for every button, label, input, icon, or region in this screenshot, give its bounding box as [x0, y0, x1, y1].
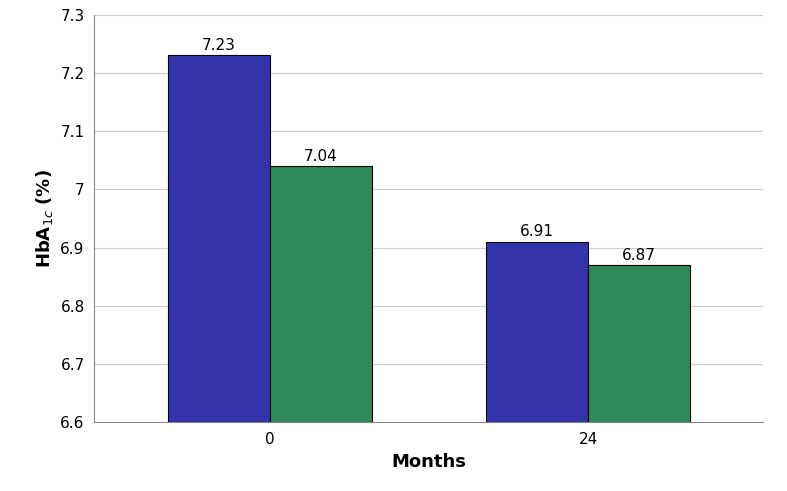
Bar — [486, 242, 588, 422]
Text: 7.23: 7.23 — [201, 38, 235, 53]
Bar — [168, 55, 270, 422]
Text: 7.04: 7.04 — [304, 149, 338, 164]
Text: 6.91: 6.91 — [520, 224, 554, 240]
Bar — [588, 265, 690, 422]
Bar — [270, 166, 371, 422]
Y-axis label: HbA$_{1c}$ (%): HbA$_{1c}$ (%) — [34, 169, 55, 268]
Text: 6.87: 6.87 — [623, 248, 656, 263]
X-axis label: Months: Months — [391, 453, 467, 470]
